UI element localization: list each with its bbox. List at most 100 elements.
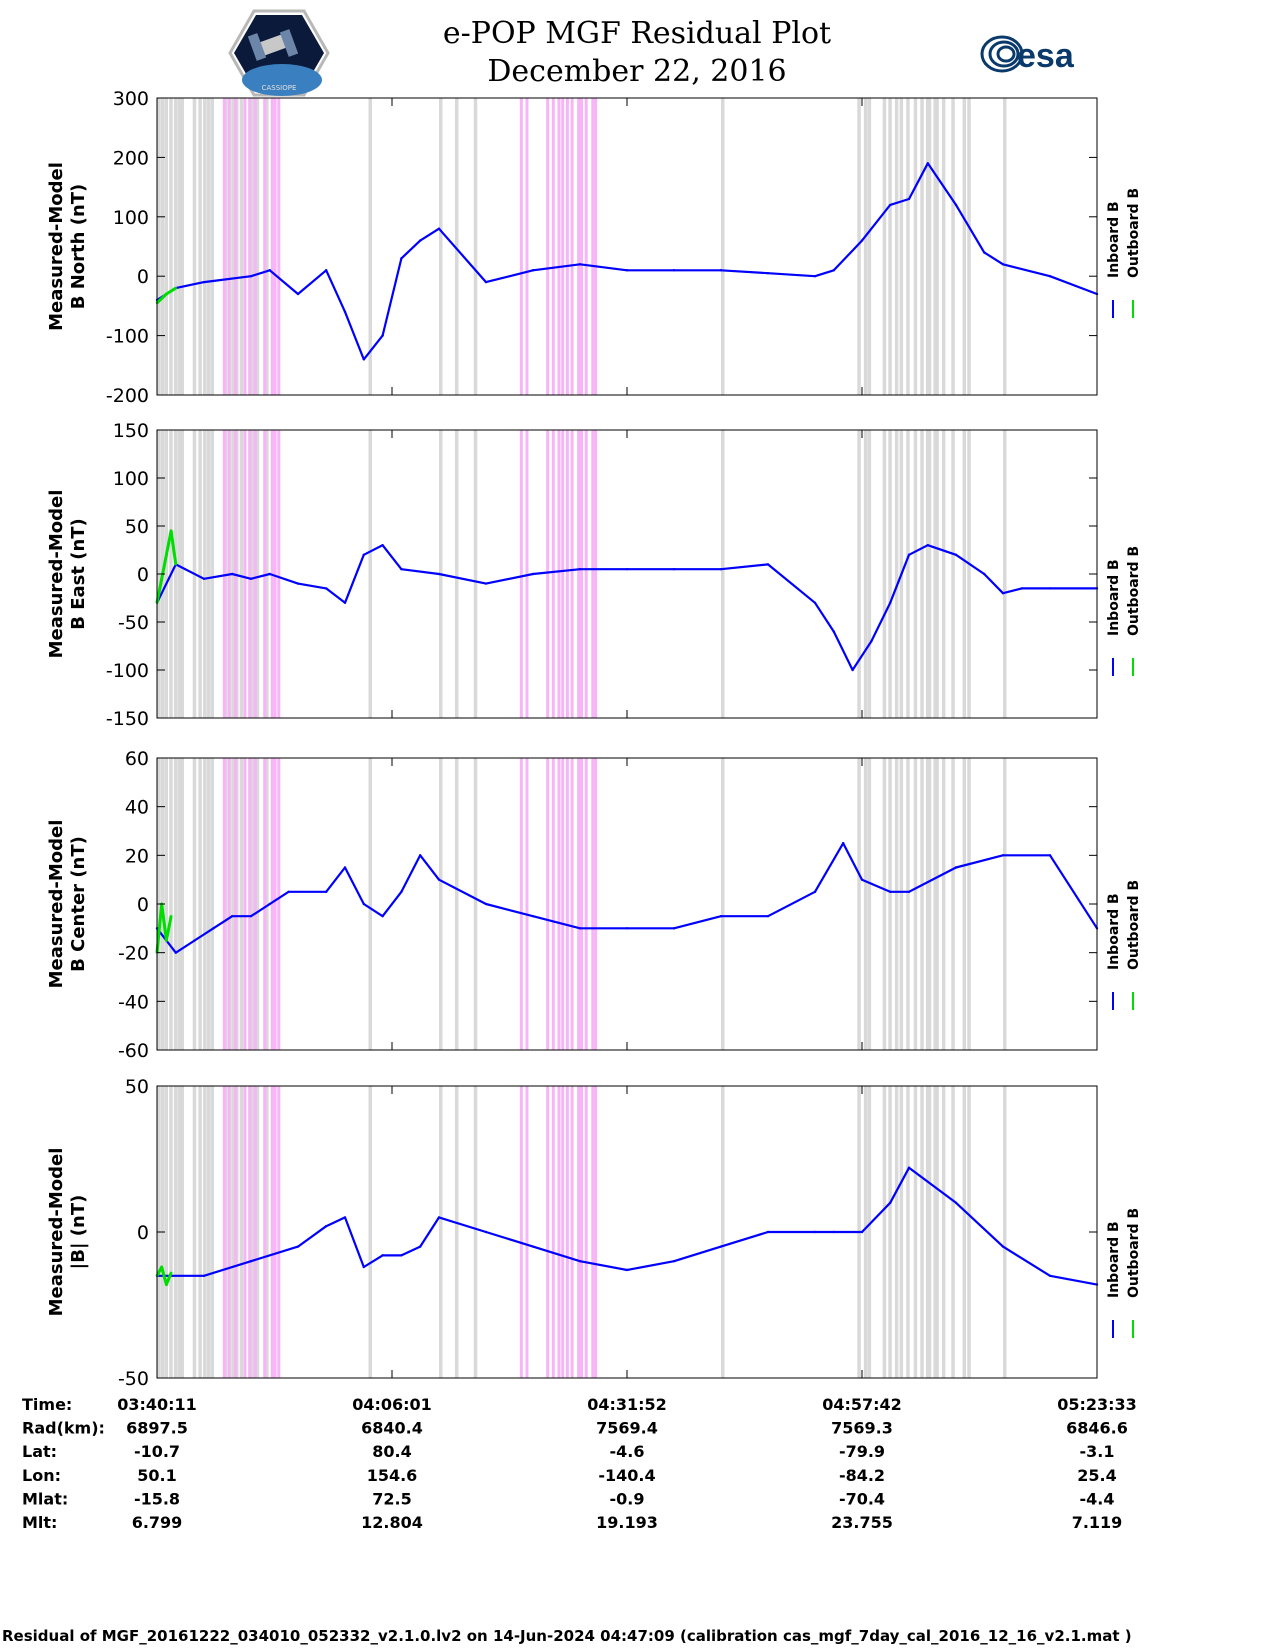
panel-3: 60 40 20 0 -20 -40 -60 Measured-Model B Center (… — [46, 748, 1142, 1062]
gray-band — [967, 1086, 971, 1378]
gray-band — [899, 758, 904, 1050]
legend-entry-outboard: Outboard B — [1126, 188, 1142, 278]
data-point — [296, 292, 300, 296]
magenta-band — [519, 430, 523, 718]
gray-band — [935, 758, 939, 1050]
table-cell: -10.7 — [134, 1442, 180, 1461]
table-cell: 05:23:33 — [1057, 1395, 1137, 1414]
data-point — [212, 927, 215, 930]
magenta-band — [561, 430, 565, 718]
legend-entry-inboard: Inboard B — [1106, 201, 1122, 278]
gray-band — [962, 430, 967, 718]
data-point — [296, 582, 300, 585]
table-cell: -15.8 — [134, 1489, 180, 1508]
gray-band — [454, 1086, 459, 1378]
esa-logo-text: esa — [1017, 37, 1075, 75]
data-point — [1001, 854, 1005, 857]
gray-band — [198, 430, 202, 718]
y-tick-label: 0 — [137, 266, 149, 288]
data-point — [766, 914, 770, 918]
data-point — [268, 572, 271, 576]
legend-label-outboard: Outboard B — [1126, 1208, 1142, 1298]
chart-date: December 22, 2016 — [487, 54, 786, 89]
legend-label-inboard: Inboard B — [1106, 559, 1122, 636]
data-point — [437, 878, 441, 881]
y-tick-label: 150 — [113, 420, 149, 442]
magenta-band — [270, 1086, 274, 1378]
magenta-band — [551, 430, 555, 718]
data-point — [249, 275, 253, 278]
gray-band — [265, 758, 269, 1050]
table-row: Rad(km): 6897.5 6840.4 7569.4 7569.3 6846.6 — [22, 1419, 1128, 1438]
data-point — [419, 1245, 422, 1248]
gray-band — [173, 1086, 178, 1378]
data-point — [926, 162, 929, 165]
gray-band — [454, 430, 459, 718]
gray-band — [913, 758, 918, 1050]
table-cell: 72.5 — [372, 1489, 411, 1508]
data-point — [832, 269, 835, 272]
data-point — [889, 203, 892, 207]
gray-band — [439, 758, 443, 1050]
data-point — [813, 1230, 817, 1234]
series-line-inboard — [157, 1166, 1098, 1286]
gray-band — [239, 98, 244, 395]
magenta-band — [263, 430, 267, 718]
gray-band — [177, 98, 182, 395]
y-tick-label: 0 — [137, 894, 149, 916]
y-tick-label: 0 — [137, 1222, 149, 1244]
gray-band — [925, 1086, 930, 1378]
table-cell: 04:57:42 — [822, 1395, 902, 1414]
magenta-band — [277, 430, 281, 718]
data-point — [832, 630, 835, 633]
gray-band — [913, 1086, 918, 1378]
gray-band — [913, 98, 918, 395]
data-point — [1001, 592, 1005, 595]
magenta-band — [570, 430, 574, 718]
plot-frame — [156, 429, 1098, 719]
series-line-outboard — [155, 1265, 173, 1287]
magenta-band — [234, 98, 238, 395]
table-row-label: Lat: — [22, 1442, 57, 1461]
table-row-label: Time: — [22, 1395, 72, 1414]
magenta-band — [248, 430, 252, 718]
gray-band — [882, 758, 887, 1050]
gray-band — [927, 430, 932, 718]
data-point — [362, 358, 365, 361]
data-point — [813, 601, 817, 604]
magenta-band — [577, 430, 581, 718]
gray-band — [180, 98, 184, 395]
data-point — [381, 334, 384, 337]
magenta-band — [557, 430, 561, 718]
table-row-label: Rad(km): — [22, 1419, 105, 1438]
data-point — [174, 286, 177, 290]
data-point — [832, 1230, 835, 1234]
y-tick-label: -50 — [118, 612, 149, 634]
gray-band — [941, 758, 946, 1050]
gray-band — [941, 98, 946, 395]
gray-band — [941, 1086, 946, 1378]
data-point — [578, 263, 582, 266]
gray-band — [867, 758, 872, 1050]
gray-band — [473, 430, 478, 718]
table-cell: -4.6 — [610, 1442, 645, 1461]
gray-band — [231, 758, 235, 1050]
panel-4: 50 0 -50 Measured-Model |B| (nT) Inboard B Out… — [46, 1076, 1142, 1390]
table-cell: -70.4 — [839, 1489, 885, 1508]
data-point — [165, 1283, 168, 1286]
table-cell: -4.4 — [1080, 1489, 1115, 1508]
data-point — [325, 587, 328, 590]
orbit-info-table: Time: 03:40:11 04:06:01 04:31:52 04:57:42 05:… — [22, 1395, 1137, 1532]
gray-band — [206, 1086, 211, 1378]
gray-band — [899, 98, 904, 395]
gray-band — [164, 758, 169, 1050]
gray-band — [173, 98, 178, 395]
data-point — [766, 272, 770, 275]
data-point — [625, 927, 629, 930]
data-point — [296, 1245, 300, 1248]
data-point — [625, 269, 629, 272]
table-row: Mlat: -15.8 72.5 -0.9 -70.4 -4.4 — [22, 1489, 1114, 1508]
magenta-band — [273, 758, 277, 1050]
gray-band — [863, 1086, 868, 1378]
